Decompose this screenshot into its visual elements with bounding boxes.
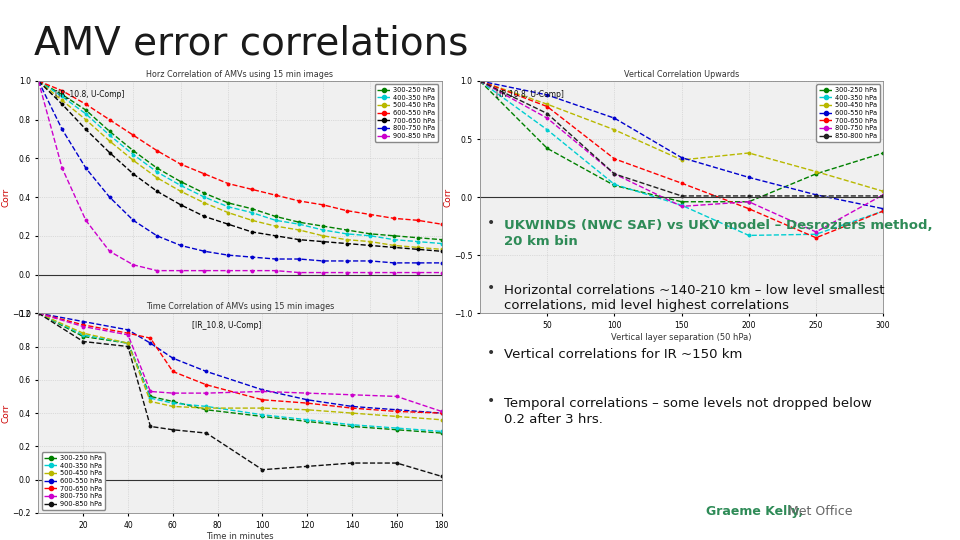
- Y-axis label: Corr: Corr: [444, 187, 452, 207]
- Text: AMV error correlations: AMV error correlations: [34, 24, 468, 62]
- Text: •: •: [487, 216, 495, 230]
- X-axis label: Dist in km: Dist in km: [219, 333, 261, 342]
- X-axis label: Vertical layer separation (50 hPa): Vertical layer separation (50 hPa): [612, 333, 752, 342]
- Text: •: •: [487, 346, 495, 360]
- Legend: 300-250 hPa, 400-350 hPa, 500-450 hPa, 600-550 hPa, 700-650 hPa, 800-750 hPa, 90: 300-250 hPa, 400-350 hPa, 500-450 hPa, 6…: [374, 84, 439, 141]
- Text: Met Office: Met Office: [784, 505, 852, 518]
- Text: •: •: [487, 281, 495, 295]
- Title: Vertical Correlation Upwards: Vertical Correlation Upwards: [624, 70, 739, 79]
- Text: [IR_10.8, U-Comp]: [IR_10.8, U-Comp]: [55, 90, 124, 99]
- X-axis label: Time in minutes: Time in minutes: [206, 532, 274, 540]
- Text: Horizontal correlations ~140-210 km – low level smallest
correlations, mid level: Horizontal correlations ~140-210 km – lo…: [504, 284, 884, 313]
- Text: UKWINDS (NWC SAF) vs UKV model – Desroziers method,
20 km bin: UKWINDS (NWC SAF) vs UKV model – Desrozi…: [504, 219, 932, 248]
- Text: Temporal correlations – some levels not dropped below
0.2 after 3 hrs.: Temporal correlations – some levels not …: [504, 397, 872, 426]
- Text: •: •: [487, 394, 495, 408]
- Text: [IR 10.8, U-Comp]: [IR 10.8, U-Comp]: [496, 90, 564, 99]
- Title: Horz Correlation of AMVs using 15 min images: Horz Correlation of AMVs using 15 min im…: [147, 70, 333, 79]
- Legend: 300-250 hPa, 400-350 hPa, 500-450 hPa, 600-550 hPa, 700-650 hPa, 800-750 hPa, 85: 300-250 hPa, 400-350 hPa, 500-450 hPa, 6…: [816, 84, 880, 141]
- Y-axis label: Corr: Corr: [2, 403, 11, 423]
- Title: Time Correlation of AMVs using 15 min images: Time Correlation of AMVs using 15 min im…: [146, 302, 334, 311]
- Text: Vertical correlations for IR ~150 km: Vertical correlations for IR ~150 km: [504, 348, 742, 361]
- Text: [IR_10.8, U-Comp]: [IR_10.8, U-Comp]: [192, 321, 261, 330]
- Text: Graeme Kelly,: Graeme Kelly,: [706, 505, 803, 518]
- Y-axis label: Corr: Corr: [2, 187, 11, 207]
- Legend: 300-250 hPa, 400-350 hPa, 500-450 hPa, 600-550 hPa, 700-650 hPa, 800-750 hPa, 90: 300-250 hPa, 400-350 hPa, 500-450 hPa, 6…: [41, 453, 106, 510]
